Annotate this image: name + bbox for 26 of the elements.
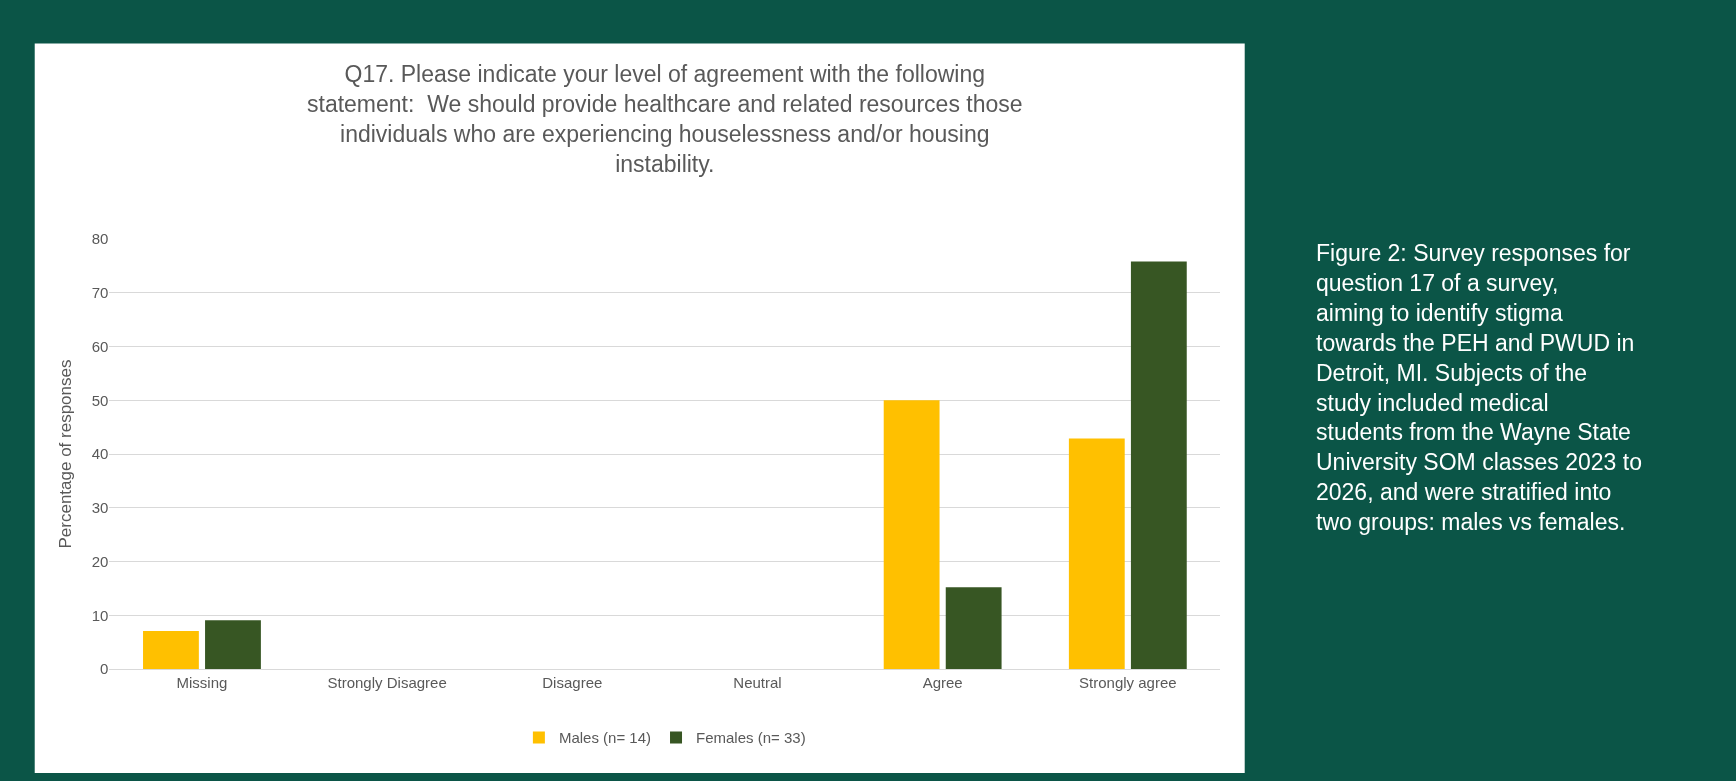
- x-tick-label: Missing: [176, 674, 228, 692]
- legend-label: Females (n= 33): [696, 729, 806, 747]
- bar: [883, 400, 940, 670]
- y-axis-title: Percentage of responses: [56, 359, 76, 549]
- chart-title: Q17. Please indicate your level of agreement with the following statement: We should provide healthcare and related resources those individuals who are experiencing houselessness and/or housing instability.: [307, 61, 1023, 177]
- bar: [1068, 438, 1125, 670]
- y-tick-label: 30: [91, 499, 109, 517]
- y-tick-label: 20: [91, 552, 109, 570]
- y-tick-label: 50: [91, 391, 109, 409]
- bar: [1130, 261, 1187, 670]
- y-tick-label: 60: [91, 337, 109, 355]
- x-tick-label: Strongly agree: [1079, 674, 1177, 692]
- legend-label: Males (n= 14): [558, 729, 652, 747]
- bar: [143, 630, 199, 670]
- bar: [945, 587, 1002, 670]
- x-tick-label: Strongly Disagree: [327, 674, 447, 692]
- y-tick-label: 10: [91, 606, 109, 624]
- x-tick-label: Agree: [922, 674, 963, 692]
- bar: [205, 620, 261, 670]
- text: Figure 2: Survey responses for question 17 of a survey, aiming to identify stigma towards the PEH and PWUD in Detroit, MI. Subjects of the study included medical students from the Wayne State University SOM classes 2023 to 2026, and were stratified into two groups: males vs females.: [1316, 240, 1642, 536]
- y-tick-label: 70: [91, 283, 109, 301]
- y-tick-label: 40: [91, 445, 109, 463]
- y-tick-label: 80: [91, 230, 109, 248]
- x-tick-label: Neutral: [733, 674, 782, 692]
- x-tick-label: Disagree: [542, 674, 603, 692]
- y-tick-label: 0: [100, 660, 109, 678]
